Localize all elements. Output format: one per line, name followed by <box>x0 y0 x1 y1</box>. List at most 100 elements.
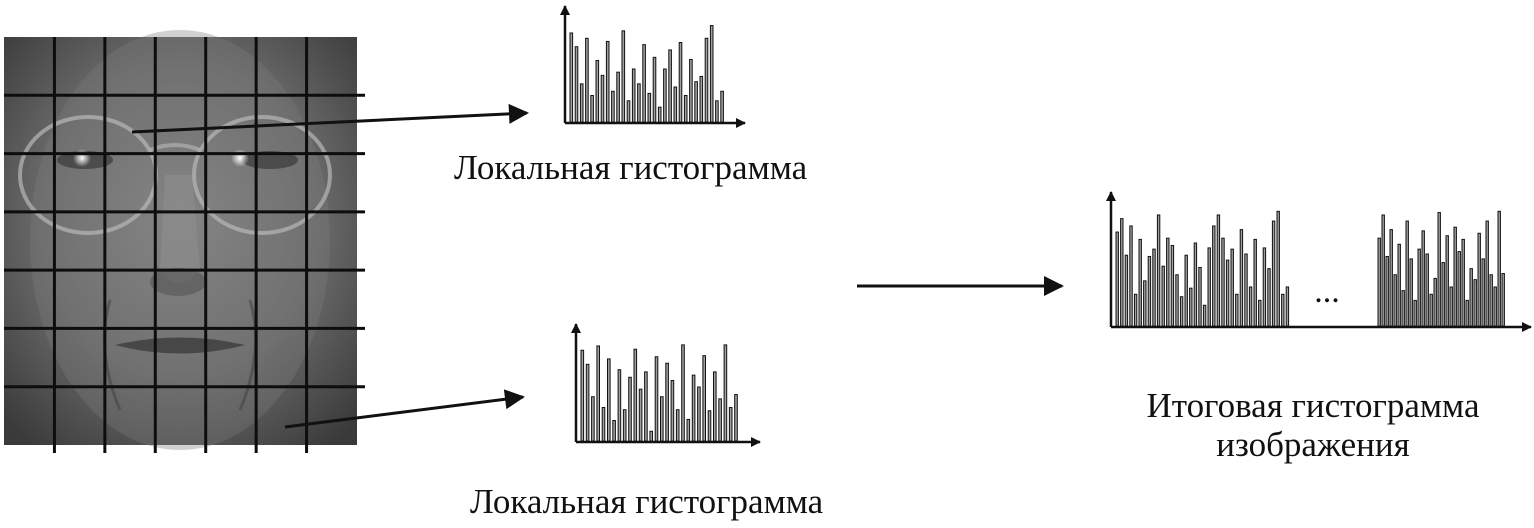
local-histogram-caption-top: Локальная гистограмма <box>454 148 808 187</box>
histogram-bar <box>660 396 664 442</box>
histogram-bar <box>1235 293 1239 327</box>
histogram-bar <box>1244 253 1248 327</box>
histogram-bar <box>668 49 672 123</box>
histogram-bar <box>1461 238 1465 327</box>
histogram-bar <box>723 344 728 442</box>
histogram-bar <box>637 83 641 123</box>
histogram-bar <box>1377 237 1381 327</box>
histogram-bar <box>1481 258 1485 327</box>
histogram-bar <box>678 42 683 123</box>
histogram-bar <box>734 394 738 442</box>
histogram-bar <box>580 349 585 442</box>
histogram-bar <box>1433 277 1437 327</box>
face-grid <box>4 37 365 453</box>
histogram-bar <box>709 25 714 123</box>
histogram-bar <box>681 344 685 442</box>
histogram-bar <box>689 58 693 123</box>
histogram-bar <box>591 396 595 442</box>
histogram-bar <box>631 68 636 123</box>
histogram-bar <box>1184 254 1188 327</box>
histogram-bar <box>596 345 601 442</box>
histogram-bar <box>607 358 611 442</box>
histogram-bar <box>1445 235 1449 327</box>
histogram-bar <box>1437 212 1441 327</box>
histogram-bar <box>605 40 610 123</box>
histogram-bar <box>638 388 643 442</box>
histogram-bar <box>1477 232 1481 327</box>
histogram-bar <box>1385 255 1389 327</box>
histogram-bar <box>611 90 615 123</box>
histogram-bar <box>707 410 712 442</box>
histogram-bar <box>1449 286 1453 327</box>
histogram-bar <box>1115 231 1119 327</box>
histogram-bar <box>1497 210 1501 327</box>
histogram-bar <box>1267 268 1271 327</box>
histogram-bar <box>720 90 724 123</box>
histogram-bar <box>1258 299 1262 327</box>
histogram-bar <box>1179 296 1184 327</box>
histogram-bar <box>654 356 659 442</box>
histogram-bar <box>1381 214 1385 327</box>
histogram-bar <box>647 92 652 123</box>
histogram-bar <box>1189 287 1193 327</box>
histogram-bar <box>663 68 667 123</box>
histogram-bar <box>1469 268 1473 327</box>
histogram-bar <box>1271 220 1276 327</box>
histogram-bar <box>1429 293 1433 327</box>
histogram-bar <box>569 32 574 123</box>
histogram-bar <box>697 386 701 442</box>
histogram-bar <box>1143 280 1147 327</box>
histogram-bar <box>1457 251 1461 327</box>
histogram-bar <box>1485 220 1489 327</box>
histogram-bar <box>675 409 680 442</box>
final-histogram-caption: Итоговая гистограмма изображения <box>1108 386 1518 464</box>
final-caption-line2: изображения <box>1216 425 1410 465</box>
histogram-bar <box>1170 244 1175 327</box>
histogram-bar <box>1413 299 1417 327</box>
histogram-bar <box>1129 225 1133 327</box>
histogram-bar <box>642 44 646 123</box>
glasses-right-lens <box>192 115 332 235</box>
histogram-bar <box>686 418 691 442</box>
histogram-bar <box>585 37 589 123</box>
histogram-bar <box>1248 286 1253 327</box>
histogram-bar <box>1493 286 1497 327</box>
histogram-bar <box>1441 262 1445 327</box>
histogram-bar <box>1156 214 1161 327</box>
histogram-bar <box>617 369 622 442</box>
histogram-bar <box>1417 248 1421 327</box>
histogram-bar <box>590 95 594 123</box>
histogram-bar <box>1133 293 1138 327</box>
histogram-bar <box>644 371 648 442</box>
histogram-bar <box>585 363 590 442</box>
histogram-bar <box>1253 238 1257 327</box>
histogram-bar <box>600 74 605 123</box>
local-histogram-top <box>560 5 746 128</box>
histogram-bar <box>1281 293 1285 327</box>
histogram-bar <box>1212 225 1216 327</box>
histogram-bar <box>683 95 688 123</box>
histogram-bar <box>673 86 678 123</box>
histogram-bar <box>601 407 606 442</box>
histogram-bar <box>1285 286 1290 327</box>
histogram-bar <box>699 75 704 123</box>
histogram-bar <box>691 374 696 442</box>
histogram-bar <box>1239 229 1244 327</box>
local-histogram-caption-bottom: Локальная гистограмма <box>470 482 824 521</box>
final-histogram: ... <box>1106 191 1532 332</box>
histogram-bar <box>1166 237 1170 327</box>
histogram-bar <box>1221 237 1225 327</box>
histogram-bar <box>622 409 627 442</box>
histogram-bar <box>1393 274 1397 327</box>
histogram-bar <box>1230 248 1234 327</box>
histogram-bar <box>579 83 584 123</box>
histogram-bar <box>1202 304 1207 327</box>
histogram-bar <box>728 407 733 442</box>
histogram-bar <box>1120 218 1124 327</box>
histogram-bar <box>1193 242 1198 327</box>
histogram-bar <box>628 376 632 442</box>
histogram-bar <box>1401 290 1405 327</box>
histogram-bar <box>595 60 600 123</box>
histogram-bar <box>1465 299 1469 327</box>
histogram-bar <box>1453 226 1457 327</box>
